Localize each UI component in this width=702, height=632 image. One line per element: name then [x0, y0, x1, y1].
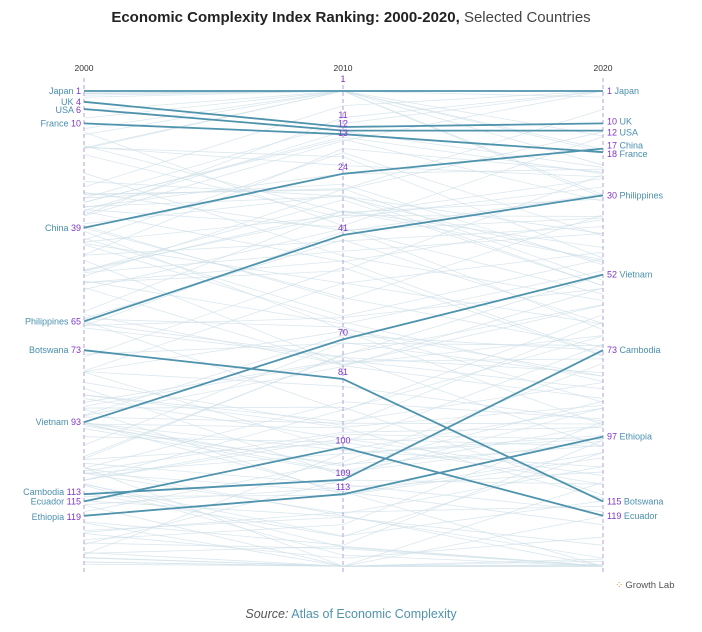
background-line — [83, 334, 604, 416]
background-line — [83, 215, 604, 243]
background-line — [83, 168, 604, 208]
mid-rank-ecuador: 100 — [335, 435, 350, 445]
right-label-ethiopia: 97 Ethiopia — [607, 432, 652, 442]
chart-title: Economic Complexity Index Ranking: 2000-… — [0, 9, 702, 26]
highlight-lines — [83, 90, 604, 517]
background-line — [83, 210, 604, 312]
background-line — [83, 394, 604, 428]
right-label-china: 17 China — [607, 141, 643, 151]
source-link[interactable]: Atlas of Economic Complexity — [291, 607, 457, 621]
background-line — [83, 138, 604, 203]
background-line — [83, 433, 604, 481]
background-line — [83, 362, 604, 513]
background-line — [83, 423, 604, 499]
background-line — [83, 457, 604, 497]
background-line — [83, 191, 604, 231]
mid-rank-japan: 1 — [340, 74, 345, 84]
background-lines — [83, 90, 604, 567]
background-line — [83, 244, 604, 382]
background-line — [83, 196, 604, 263]
axis-label-2010: 2010 — [334, 63, 353, 73]
left-label-botswana: Botswana 73 — [29, 345, 81, 355]
right-label-usa: 12 USA — [607, 128, 638, 138]
background-line — [83, 90, 604, 216]
series-line-ecuador[interactable] — [83, 446, 604, 517]
left-label-japan: Japan 1 — [49, 86, 81, 96]
mid-rank-uk: 11 — [338, 110, 347, 120]
background-line — [83, 516, 604, 546]
background-line — [83, 230, 604, 377]
right-label-vietnam: 52 Vietnam — [607, 270, 652, 280]
mid-rank-cambodia: 109 — [335, 468, 350, 478]
mid-rank-usa: 12 — [338, 119, 348, 129]
right-label-philippines: 30 Philippines — [607, 190, 664, 200]
mid-rank-philippines: 41 — [338, 223, 348, 233]
logo-text: Growth Lab — [625, 580, 675, 591]
background-line — [83, 327, 604, 374]
left-label-ethiopia: Ethiopia 119 — [32, 512, 81, 522]
growth-lab-logo: ⁘ Growth Lab — [615, 580, 675, 591]
right-label-japan: 1 Japan — [607, 86, 639, 96]
right-label-uk: 10 UK — [607, 116, 632, 126]
left-label-philippines: Philippines 65 — [25, 316, 81, 326]
background-line — [83, 131, 604, 195]
left-label-usa: USA 6 — [55, 105, 81, 115]
mid-rank-vietnam: 70 — [338, 327, 348, 337]
background-line — [83, 194, 604, 287]
mid-rank-france: 13 — [338, 128, 348, 138]
title-subtitle: Selected Countries — [463, 9, 591, 26]
series-line-uk[interactable] — [83, 100, 604, 128]
background-line — [83, 387, 604, 477]
background-line — [83, 90, 604, 217]
series-line-china[interactable] — [83, 147, 604, 229]
background-line — [83, 533, 604, 559]
left-label-vietnam: Vietnam 93 — [36, 417, 81, 427]
background-line — [83, 90, 604, 188]
series-line-philippines[interactable] — [83, 194, 604, 323]
right-label-france: 18 France — [607, 149, 648, 159]
background-line — [83, 434, 604, 556]
background-line — [83, 274, 604, 458]
mid-rank-ethiopia: 113 — [336, 482, 350, 492]
source-label: Source: — [245, 607, 289, 621]
axis-label-2000: 2000 — [75, 63, 94, 73]
background-line — [83, 322, 604, 448]
background-line — [83, 557, 603, 567]
left-label-uk: UK 4 — [61, 97, 81, 107]
background-line — [83, 342, 604, 446]
series-line-france[interactable] — [83, 122, 604, 154]
year-axes: 2000 2010 2020 — [75, 63, 613, 575]
source-note: Source: Atlas of Economic Complexity — [0, 607, 702, 621]
series-line-botswana[interactable] — [83, 349, 604, 503]
left-label-cambodia: Cambodia 113 — [23, 487, 81, 497]
background-line — [83, 214, 604, 301]
axis-label-2020: 2020 — [594, 63, 613, 73]
mid-rank-china: 24 — [338, 162, 348, 172]
logo-icon: ⁘ — [615, 580, 623, 591]
left-label-china: China 39 — [45, 223, 81, 233]
series-line-cambodia[interactable] — [83, 349, 604, 496]
left-label-ecuador: Ecuador 115 — [31, 496, 81, 506]
background-line — [83, 321, 604, 426]
series-line-usa[interactable] — [83, 108, 603, 132]
title-main: Economic Complexity Index Ranking: 2000-… — [111, 9, 460, 26]
right-label-ecuador: 119 Ecuador — [607, 511, 657, 521]
background-line — [83, 440, 604, 546]
right-label-botswana: 115 Botswana — [607, 496, 663, 506]
background-line — [83, 233, 604, 274]
series-line-ethiopia[interactable] — [83, 435, 604, 517]
right-label-cambodia: 73 Cambodia — [607, 345, 661, 355]
series-line-vietnam[interactable] — [83, 273, 604, 424]
country-labels: Japan 1 1 1 Japan UK 4 11 10 UK USA 6 12 12 USA F… — [23, 74, 663, 522]
mid-rank-botswana: 81 — [338, 367, 348, 377]
background-line — [83, 427, 604, 472]
left-label-france: France 10 — [40, 118, 81, 128]
